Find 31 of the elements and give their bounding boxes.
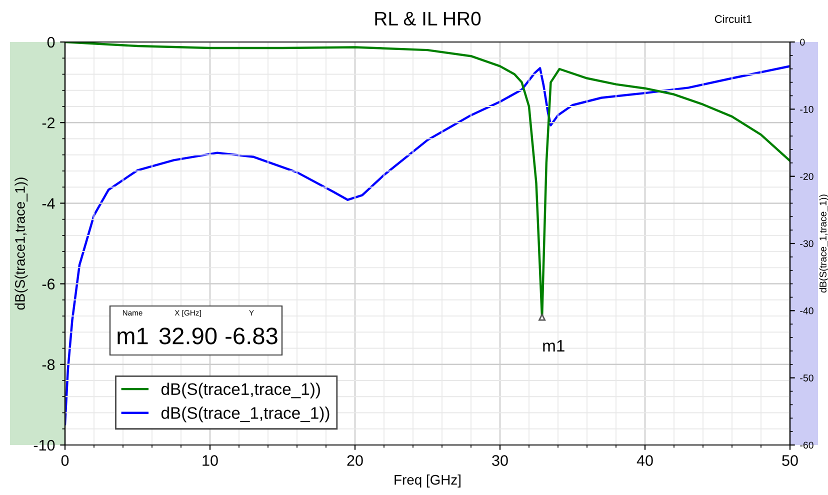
x-tick-label: 50 bbox=[782, 455, 798, 466]
y-tick-label: -2 bbox=[42, 117, 55, 128]
x-tick-label: 10 bbox=[202, 455, 218, 466]
y-tick-label: -6 bbox=[42, 278, 55, 290]
legend-label: dB(S(trace_1,trace_1)) bbox=[161, 406, 330, 422]
x-axis-title: Freq [GHz] bbox=[394, 474, 460, 488]
x-tick-label: 30 bbox=[492, 455, 508, 466]
legend-label: dB(S(trace1,trace_1)) bbox=[161, 382, 320, 398]
y2-tick-label: -50 bbox=[800, 374, 814, 382]
y2-tick-label: -30 bbox=[800, 240, 814, 248]
y-tick-label: 0 bbox=[47, 36, 55, 48]
text: Circuit1 bbox=[714, 14, 752, 23]
y-tick-label: -8 bbox=[42, 359, 55, 370]
x-tick-label: 0 bbox=[61, 455, 69, 466]
y2-tick-label: -60 bbox=[800, 442, 814, 449]
y2-tick-label: -10 bbox=[800, 106, 814, 113]
x-tick-label: 40 bbox=[636, 455, 653, 466]
x-tick-label: 20 bbox=[347, 455, 363, 466]
y2-tick-label: -20 bbox=[800, 173, 814, 180]
annotation: 32.90 bbox=[159, 328, 217, 344]
y-tick-label: -10 bbox=[34, 440, 55, 451]
line-series bbox=[65, 65, 790, 426]
y2-tick-label: 0 bbox=[800, 38, 805, 46]
annotation: m1 bbox=[543, 340, 564, 352]
y2-axis-title: dB(S(trace_1,trace_1)) bbox=[819, 194, 828, 293]
y-axis-title: dB(S(trace1,trace_1)) bbox=[14, 178, 28, 310]
y-tick-label: -4 bbox=[42, 198, 55, 209]
annotation: -6.83 bbox=[226, 328, 278, 344]
annotation: m1 bbox=[118, 328, 148, 344]
chart-title: RL & IL HR0 bbox=[375, 12, 481, 26]
y2-tick-label: -40 bbox=[800, 307, 814, 314]
